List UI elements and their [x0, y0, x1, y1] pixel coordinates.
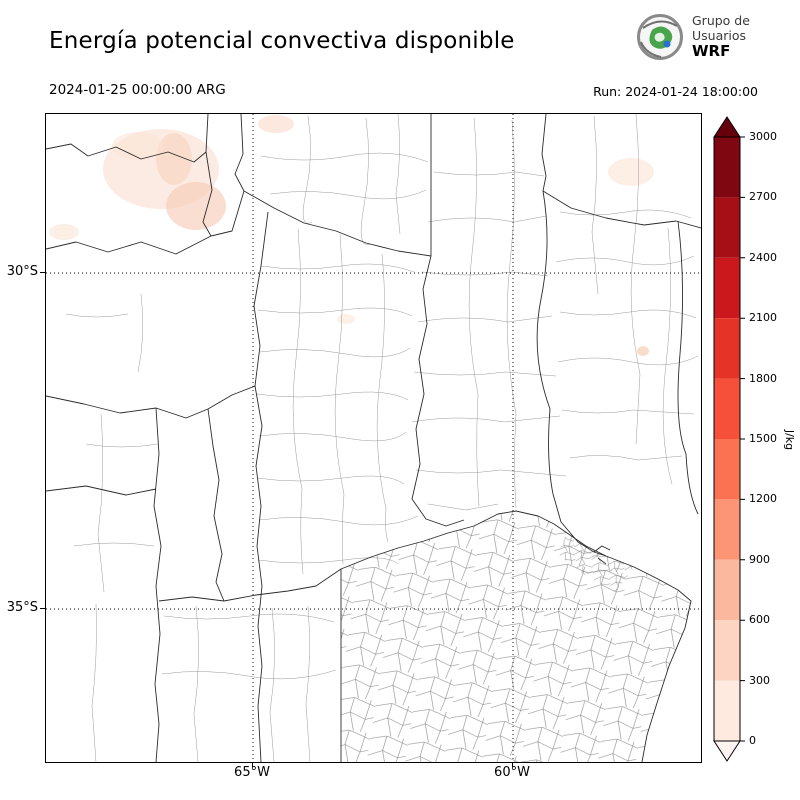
- colorbar-segment: [714, 318, 740, 379]
- run-time-label: Run: 2024-01-24 18:00:00: [593, 84, 758, 99]
- colorbar-tick-label: 2700: [749, 190, 777, 203]
- colorbar-tick-label: 300: [749, 674, 770, 687]
- colorbar-segment: [714, 439, 740, 500]
- colorbar-segment: [714, 257, 740, 319]
- page-title: Energía potencial convectiva disponible: [49, 28, 515, 54]
- map-canvas: [45, 113, 702, 763]
- lat-tick-35s: [40, 608, 45, 609]
- lat-label-30s: 30°S: [6, 264, 38, 279]
- colorbar-tick-label: 0: [749, 734, 756, 747]
- colorbar-segment: [714, 378, 740, 439]
- logo-text: Grupo de Usuarios WRF: [692, 13, 750, 59]
- colorbar-tick-label: 2100: [749, 311, 777, 324]
- colorbar-tick-label: 2400: [749, 251, 777, 264]
- logo-line-1: Grupo de: [692, 13, 750, 28]
- colorbar-over-arrow: [713, 116, 741, 138]
- colorbar-segment: [714, 620, 740, 681]
- logo-line-2: Usuarios: [692, 28, 747, 43]
- lon-tick-65w: [252, 762, 253, 767]
- cape-shading-patches: [49, 115, 654, 356]
- colorbar-units-label: J/kg: [783, 429, 796, 451]
- minor-boundaries: [65, 114, 699, 762]
- colorbar-tick-label: 600: [749, 613, 770, 626]
- graticule: [46, 114, 701, 762]
- globe-icon: [637, 14, 683, 60]
- province-borders: [46, 114, 701, 762]
- lon-label-60w: 60°W: [494, 765, 530, 780]
- lon-label-65w: 65°W: [234, 765, 270, 780]
- valid-time-label: 2024-01-25 00:00:00 ARG: [49, 82, 226, 98]
- colorbar-tick-label: 900: [749, 553, 770, 566]
- map-svg: [46, 114, 701, 762]
- logo-line-3: WRF: [692, 42, 731, 60]
- colorbar-tick-label: 3000: [749, 130, 777, 143]
- lon-tick-60w: [512, 762, 513, 767]
- lat-tick-30s: [40, 272, 45, 273]
- colorbar-segment: [714, 680, 740, 741]
- colorbar-ticks: [740, 136, 745, 742]
- colorbar-tick-label: 1500: [749, 432, 777, 445]
- lat-label-35s: 35°S: [6, 600, 38, 615]
- colorbar-segment: [714, 559, 740, 621]
- colorbar-tick-label: 1800: [749, 372, 777, 385]
- colorbar-segment: [714, 137, 740, 198]
- colorbar-segment: [714, 197, 740, 258]
- wrf-logo: Grupo de Usuarios WRF: [636, 13, 796, 65]
- colorbar-segment: [714, 499, 740, 560]
- colorbar-tick-label: 1200: [749, 492, 777, 505]
- colorbar: [713, 116, 745, 762]
- department-mesh: [341, 511, 691, 762]
- colorbar-under-arrow: [713, 740, 741, 762]
